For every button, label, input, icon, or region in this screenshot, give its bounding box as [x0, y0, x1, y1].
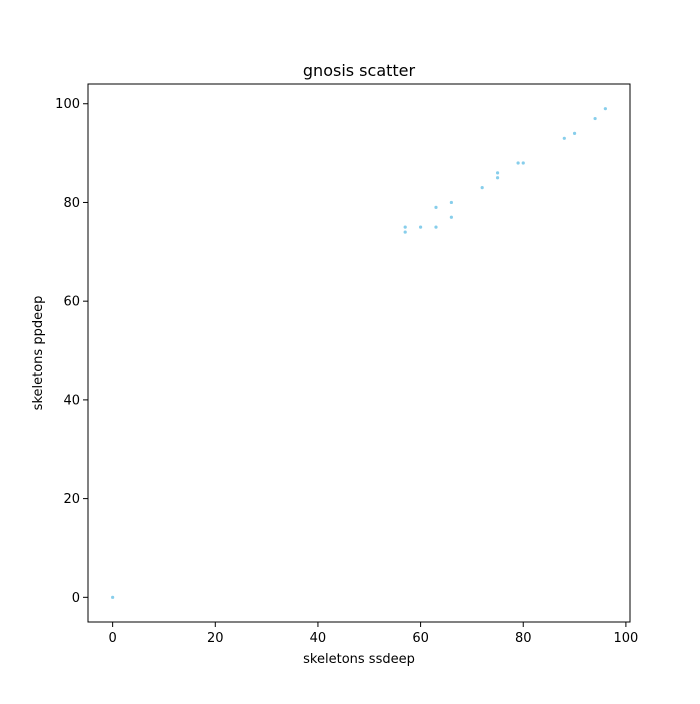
plot-area-frame	[87, 83, 631, 623]
data-point	[521, 161, 525, 165]
y-tick-label: 0	[72, 591, 80, 606]
y-axis-ticks: 0 20 40 60 80 100	[55, 97, 88, 606]
y-tick-label: 20	[63, 492, 80, 507]
data-point	[449, 215, 453, 219]
data-point	[603, 107, 607, 111]
x-tick-label: 60	[412, 631, 429, 646]
data-point	[516, 161, 520, 165]
chart-title: gnosis scatter	[303, 61, 416, 80]
x-tick-label: 80	[515, 631, 532, 646]
data-point	[593, 116, 597, 121]
data-point	[480, 186, 484, 190]
data-point	[403, 230, 407, 234]
x-axis-ticks: 0 20 40 60 80 100	[108, 622, 638, 646]
data-point	[111, 595, 115, 599]
x-tick-label: 0	[108, 631, 116, 646]
data-point	[495, 176, 500, 180]
y-tick-label: 80	[63, 196, 80, 211]
y-tick-label: 60	[63, 295, 80, 310]
x-axis-label: skeletons ssdeep	[303, 652, 415, 667]
y-tick-label: 40	[63, 393, 80, 408]
data-point	[418, 225, 423, 229]
x-tick-label: 20	[207, 631, 224, 646]
x-tick-label: 100	[613, 631, 638, 646]
data-point	[434, 225, 438, 229]
data-point	[495, 171, 500, 175]
data-points	[111, 107, 607, 599]
x-tick-label: 40	[310, 631, 327, 646]
y-tick-label: 100	[55, 97, 80, 112]
data-point	[449, 200, 453, 205]
data-point	[434, 205, 438, 209]
data-point	[403, 225, 407, 229]
data-point	[562, 136, 566, 140]
data-point	[572, 131, 577, 135]
y-axis-label: skeletons ppdeep	[31, 296, 46, 411]
